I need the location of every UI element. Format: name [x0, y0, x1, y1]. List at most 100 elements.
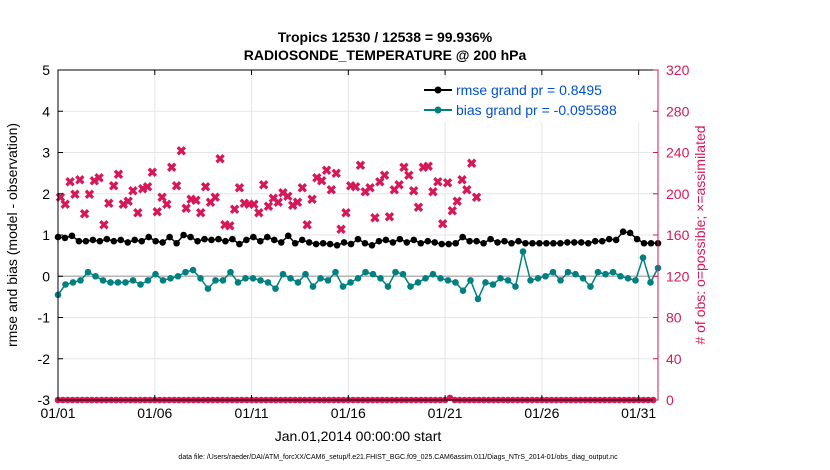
y-left-tick-label: -1	[38, 310, 51, 326]
rmse-point	[201, 235, 208, 243]
obs-assimilated-marker: ✖	[215, 152, 226, 167]
data-file-footnote: data file: /Users/raeder/DAI/ATM_forcXX/…	[178, 454, 618, 461]
bias-point	[339, 283, 347, 290]
obs-assimilated-marker: ✖	[321, 163, 332, 178]
legend: rmse grand pr = 0.8495 bias grand pr = -…	[420, 80, 652, 122]
y-axis-right: 0 40 80 120 160 200 240 280 320	[653, 62, 690, 408]
obs-assimilated-marker: ✖	[74, 172, 85, 187]
rmse-point	[543, 239, 550, 247]
bias-point	[437, 275, 444, 282]
bias-point	[542, 272, 549, 280]
bias-point	[459, 287, 467, 294]
rmse-point	[466, 237, 473, 245]
obs-assimilated-marker: ✖	[161, 197, 172, 212]
rmse-point	[354, 235, 362, 243]
rmse-point	[152, 237, 159, 245]
rmse-point	[82, 237, 90, 245]
y-left-tick-label: -2	[38, 351, 51, 367]
rmse-point	[389, 239, 397, 246]
rmse-point	[117, 236, 125, 244]
rmse-point	[612, 236, 620, 244]
y-right-tick-label: 160	[666, 227, 690, 243]
x-tick-label: 01/31	[621, 405, 656, 421]
obs-assimilated-marker: ✖	[186, 192, 197, 207]
bias-point	[399, 270, 407, 278]
bias-point	[69, 279, 77, 286]
obs-assimilated-marker: ✖	[302, 218, 313, 233]
obs-assimilated-marker: ✖	[461, 183, 472, 198]
obs-assimilated-marker: ✖	[365, 181, 376, 196]
rmse-point	[626, 229, 634, 237]
obs-assimilated-marker: ✖	[249, 197, 260, 212]
y-axis-right-label: # of obs: o=possible; ×=assimilated	[692, 125, 708, 344]
y-right-tick-label: 280	[666, 103, 690, 119]
y-axis-left: -3 -2 -1 0 1 2 3 4 5	[38, 62, 63, 408]
rmse-point	[291, 239, 299, 247]
y-left-tick-label: 1	[42, 227, 50, 243]
bias-point	[212, 277, 219, 284]
obs-assimilated-marker: ✖	[282, 189, 293, 204]
bias-point	[294, 279, 302, 286]
rmse-point	[557, 239, 564, 247]
rmse-point	[487, 235, 494, 243]
x-tick-label: 01/11	[235, 405, 269, 421]
obs-assimilated-marker: ✖	[442, 175, 453, 190]
bias-point	[197, 275, 204, 282]
bias-point	[602, 270, 609, 278]
y-right-tick-label: 240	[666, 145, 690, 161]
bias-point	[564, 268, 572, 276]
bias-point	[227, 268, 234, 276]
rmse-point	[480, 239, 487, 247]
bias-point	[272, 285, 279, 292]
bias-point	[572, 270, 579, 278]
obs-assimilated-marker: ✖	[147, 165, 158, 180]
obs-assimilated-marker: ✖	[219, 218, 230, 233]
bias-point	[609, 268, 617, 276]
obs-assimilated-marker: ✖	[108, 179, 119, 194]
x-axis: 01/01 01/06 01/11 01/16 01/21 01/26 01/31	[40, 70, 656, 421]
obs-assimilated-marker: ✖	[200, 180, 211, 195]
obs-assimilated-marker: ✖	[123, 194, 134, 209]
bias-point	[347, 279, 354, 286]
rmse-point	[173, 239, 180, 247]
obs-layer: ✖✖✖✖✖✖✖✖✖✖✖✖✖✖✖✖✖✖✖✖✖✖✖✖✖✖✖✖✖✖✖✖✖✖✖✖✖✖✖✖…	[54, 143, 657, 404]
rmse-point	[145, 233, 152, 241]
obs-assimilated-marker: ✖	[152, 204, 163, 219]
bias-point	[189, 266, 197, 274]
rmse-point	[382, 236, 390, 244]
rmse-point	[536, 239, 543, 247]
bias-point	[107, 279, 114, 286]
bias-point	[287, 275, 294, 282]
rmse-point	[264, 233, 271, 241]
rmse-point	[640, 239, 648, 247]
obs-assimilated-marker: ✖	[239, 196, 250, 211]
rmse-point	[305, 239, 313, 246]
bias-point	[137, 281, 144, 288]
obs-assimilated-marker: ✖	[99, 218, 110, 233]
obs-assimilated-marker: ✖	[157, 190, 168, 205]
y-left-tick-label: 4	[42, 103, 50, 119]
rmse-point	[270, 236, 278, 244]
rmse-point	[222, 237, 229, 245]
rmse-point	[75, 237, 83, 245]
bias-point	[362, 268, 369, 276]
y-left-tick-label: -3	[38, 392, 51, 408]
bias-point	[647, 279, 654, 286]
bias-point	[377, 275, 384, 282]
rmse-point	[529, 239, 536, 247]
obs-assimilated-marker: ✖	[384, 209, 395, 224]
rmse-point	[424, 237, 432, 245]
bias-point	[144, 277, 152, 284]
bias-point	[182, 268, 189, 276]
bias-point	[384, 283, 392, 290]
bias-point	[632, 277, 639, 284]
obs-assimilated-marker: ✖	[326, 183, 337, 198]
bias-point	[624, 275, 632, 282]
rmse-point	[229, 235, 236, 243]
rmse-point	[459, 233, 466, 241]
obs-assimilated-marker: ✖	[432, 174, 443, 189]
bias-point	[617, 272, 624, 280]
rmse-point	[501, 237, 508, 245]
y-left-tick-label: 2	[42, 186, 50, 202]
obs-assimilated-marker: ✖	[297, 181, 308, 196]
